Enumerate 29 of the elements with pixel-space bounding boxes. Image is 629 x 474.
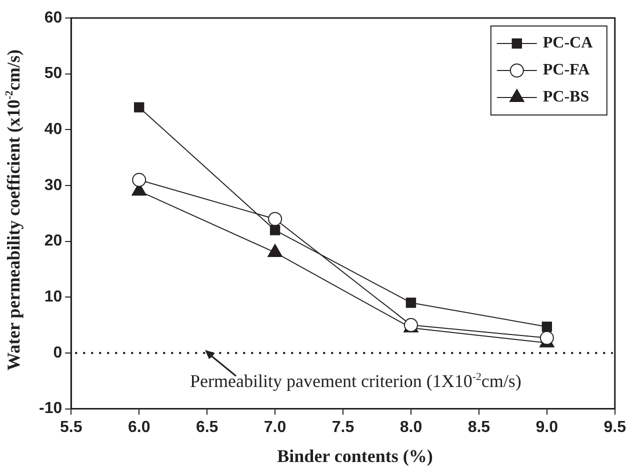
y-tick-label: 10 (44, 288, 62, 306)
legend-label: PC-CA (542, 34, 594, 52)
point (406, 298, 416, 308)
legend-label: PC-FA (542, 62, 590, 79)
x-tick-label: 6.0 (128, 418, 150, 436)
y-tick-label: -10 (39, 400, 62, 418)
point (270, 225, 280, 236)
x-tick-label: 8.0 (400, 418, 422, 436)
x-axis-title: Binder contents (%) (277, 446, 433, 467)
x-tick-label: 6.5 (196, 418, 218, 436)
point (134, 102, 144, 112)
annotation: Permeability pavement criterion (1X10$^{-2}$cm/s) (190, 371, 522, 392)
legend-label: PC-BS (542, 88, 590, 106)
point (542, 322, 552, 332)
x-tick-label: 7.5 (332, 418, 354, 436)
x-tick-label: 9.5 (604, 418, 626, 436)
x-tick-label: 9.0 (536, 418, 558, 436)
y-tick-label: 30 (44, 176, 62, 194)
y-tick-label: 60 (44, 9, 62, 26)
point (540, 330, 554, 345)
y-tick-label: 20 (44, 232, 62, 250)
y-tick-label: 0 (53, 344, 62, 362)
x-tick-label: 7.0 (264, 418, 286, 436)
y-tick-label: 50 (44, 65, 62, 82)
point (268, 212, 282, 226)
x-tick-label: 8.5 (468, 418, 490, 436)
point (132, 172, 146, 187)
x-tick-label: 5.5 (60, 418, 82, 436)
y-tick-label: 40 (44, 121, 62, 138)
